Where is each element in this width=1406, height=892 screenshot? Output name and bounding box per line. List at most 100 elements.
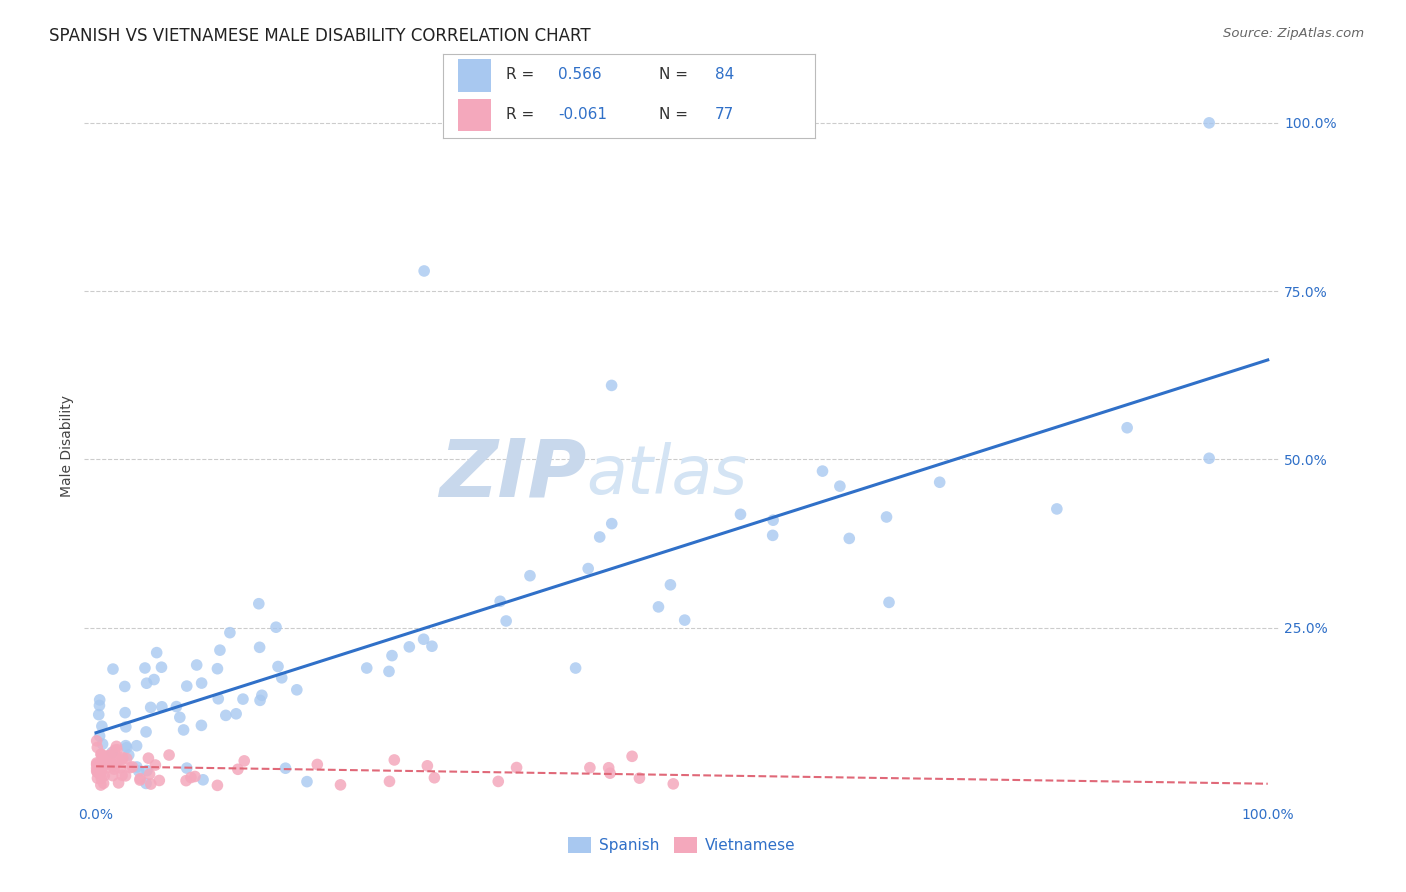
Point [91,737,114,751]
Point [107,753,129,767]
Point [486,774,509,789]
Point [101,746,124,760]
Point [232,692,254,706]
Point [730,508,752,522]
Point [105,739,128,754]
Point [928,475,950,490]
Point [226,762,249,776]
Point [662,777,685,791]
FancyBboxPatch shape [458,99,491,131]
Text: R =: R = [506,107,540,122]
Point [89,698,111,713]
Point [91,760,114,774]
Point [249,640,271,655]
Point [90,747,112,762]
Point [600,378,623,392]
Point [673,613,696,627]
Point [295,774,318,789]
Point [105,755,128,769]
Point [86,757,108,772]
Point [413,264,436,278]
Point [114,769,136,783]
Point [356,661,378,675]
Point [207,778,229,792]
Point [420,639,443,653]
Legend: Spanish, Vietnamese: Spanish, Vietnamese [562,831,801,859]
Point [134,661,156,675]
Point [120,761,142,775]
Point [599,766,621,780]
Point [191,772,214,787]
Point [96,757,118,772]
Point [274,761,297,775]
Point [86,764,108,779]
Point [136,764,159,778]
Point [180,771,202,785]
Text: Source: ZipAtlas.com: Source: ZipAtlas.com [1223,27,1364,40]
Point [173,723,195,737]
Point [628,771,651,785]
Point [1046,502,1069,516]
Point [101,769,124,783]
Point [138,767,160,781]
Point [148,773,170,788]
Point [114,706,136,720]
Point [91,753,114,767]
Point [762,513,785,527]
Point [382,753,405,767]
Point [89,729,111,743]
Point [576,561,599,575]
Point [176,761,198,775]
Point [90,778,112,792]
Point [98,747,121,762]
Point [381,648,404,663]
Point [157,747,180,762]
Point [86,756,108,770]
Y-axis label: Male Disability: Male Disability [60,395,75,497]
Point [129,772,152,786]
Point [86,771,108,785]
FancyBboxPatch shape [458,60,491,92]
Point [108,761,131,775]
Point [114,720,136,734]
Point [264,620,287,634]
Point [208,643,231,657]
Point [307,757,329,772]
Point [103,758,125,772]
Point [93,753,115,767]
Point [378,665,401,679]
Point [139,777,162,791]
Text: SPANISH VS VIETNAMESE MALE DISABILITY CORRELATION CHART: SPANISH VS VIETNAMESE MALE DISABILITY CO… [49,27,591,45]
Point [398,640,420,654]
Point [114,680,136,694]
Point [219,625,242,640]
Point [838,532,860,546]
Point [176,679,198,693]
Point [104,743,127,757]
Point [111,752,134,766]
Point [114,739,136,753]
Text: ZIP: ZIP [439,435,586,514]
Point [225,706,247,721]
Point [647,599,669,614]
Point [93,757,115,772]
Point [87,760,110,774]
Point [90,747,112,761]
Point [519,568,541,582]
Point [90,765,112,780]
Point [93,769,115,783]
Point [139,700,162,714]
Point [118,747,141,762]
Point [659,578,682,592]
Point [90,719,112,733]
Point [190,718,212,732]
Point [169,710,191,724]
Point [329,778,352,792]
Point [184,769,207,783]
Point [150,660,173,674]
Point [579,761,602,775]
Point [86,740,108,755]
Point [145,758,167,772]
Point [125,739,148,753]
Point [598,761,620,775]
